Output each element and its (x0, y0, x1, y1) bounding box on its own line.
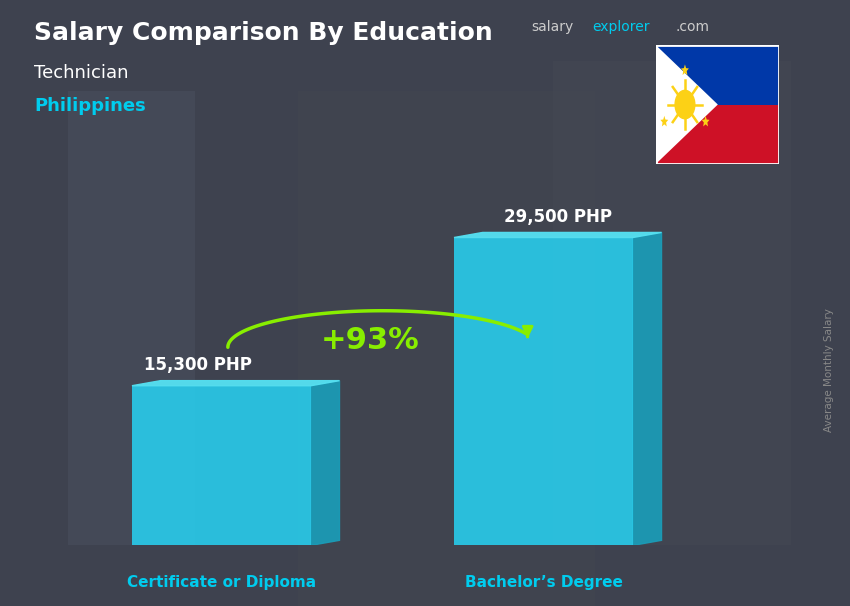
Bar (298, 91, 595, 606)
Text: 15,300 PHP: 15,300 PHP (144, 356, 252, 375)
Text: Salary Comparison By Education: Salary Comparison By Education (34, 21, 493, 45)
Text: Average Monthly Salary: Average Monthly Salary (824, 308, 834, 431)
Polygon shape (132, 381, 339, 386)
Bar (454, 238, 633, 545)
Text: Philippines: Philippines (34, 97, 145, 115)
Text: Technician: Technician (34, 64, 128, 82)
Text: salary: salary (531, 20, 574, 35)
Bar (656, 104, 779, 164)
Polygon shape (702, 116, 710, 127)
Bar (656, 45, 779, 104)
Polygon shape (311, 381, 339, 545)
Polygon shape (633, 233, 661, 545)
Text: Certificate or Diploma: Certificate or Diploma (127, 576, 316, 590)
Bar (132, 386, 311, 545)
Text: .com: .com (676, 20, 710, 35)
Polygon shape (681, 64, 688, 75)
Polygon shape (454, 233, 661, 238)
Text: explorer: explorer (592, 20, 650, 35)
Circle shape (675, 90, 694, 119)
Text: Bachelor’s Degree: Bachelor’s Degree (464, 576, 622, 590)
Polygon shape (656, 45, 717, 164)
Bar (68, 91, 196, 545)
Text: +93%: +93% (321, 327, 420, 356)
Polygon shape (660, 116, 668, 127)
Bar (552, 61, 790, 545)
Text: 29,500 PHP: 29,500 PHP (504, 208, 612, 226)
